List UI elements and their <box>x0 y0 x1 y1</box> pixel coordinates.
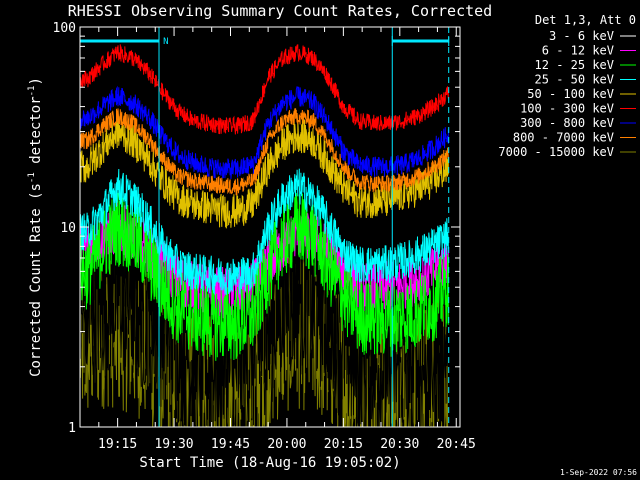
x-tick-label: 19:15 <box>98 437 137 452</box>
series-line <box>79 168 449 295</box>
x-tick-label: 20:15 <box>324 437 363 452</box>
y-axis-label-part: detector <box>28 96 44 172</box>
y-tick-label: 10 <box>60 221 76 236</box>
y-tick-label: 100 <box>53 21 76 36</box>
legend-title: Det 1,3, Att 0 <box>535 13 636 27</box>
x-tick-label: 20:45 <box>437 437 476 452</box>
series-line <box>79 44 449 135</box>
legend-entry-label: 12 - 25 keV <box>535 58 614 72</box>
x-tick-label: 19:30 <box>154 437 193 452</box>
saa-marker-label: N <box>163 37 168 47</box>
legend-entry-label: 3 - 6 keV <box>549 29 614 43</box>
y-axis-label-part: Corrected Count Rate (s <box>28 183 44 377</box>
y-axis-label-superscript: -1 <box>27 172 37 183</box>
legend-entry-label: 6 - 12 keV <box>542 44 614 58</box>
series-line <box>79 108 449 196</box>
series-line <box>79 116 449 229</box>
legend-entry-label: 100 - 300 keV <box>520 102 614 116</box>
y-axis: 1 10 100 <box>53 21 460 436</box>
x-tick-label: 20:00 <box>267 437 306 452</box>
data-layer <box>79 44 449 428</box>
footer-date: 1-Sep-2022 07:56 <box>560 468 637 477</box>
legend-entry-label: 50 - 100 keV <box>527 87 614 101</box>
series-line <box>79 85 449 180</box>
y-axis-label-part: ) <box>28 77 44 85</box>
chart-title: RHESSI Observing Summary Count Rates, Co… <box>68 2 492 20</box>
legend-entry-label: 25 - 50 keV <box>535 73 614 87</box>
legend-entry-label: 7000 - 15000 keV <box>498 145 614 159</box>
x-tick-label: 19:45 <box>211 437 250 452</box>
y-axis-label: Corrected Count Rate (s-1 detector-1) <box>27 77 44 377</box>
y-axis-label-superscript: -1 <box>27 86 37 97</box>
legend-entry-label: 800 - 7000 keV <box>513 131 614 145</box>
y-tick-label: 1 <box>68 421 76 436</box>
x-tick-label: 20:30 <box>380 437 419 452</box>
series-line <box>79 192 449 361</box>
x-axis: 19:15 19:30 19:45 20:00 20:15 20:30 20:45 <box>79 27 476 452</box>
legend-entry-label: 300 - 800 keV <box>520 116 614 130</box>
x-axis-label: Start Time (18-Aug-16 19:05:02) <box>139 455 400 471</box>
